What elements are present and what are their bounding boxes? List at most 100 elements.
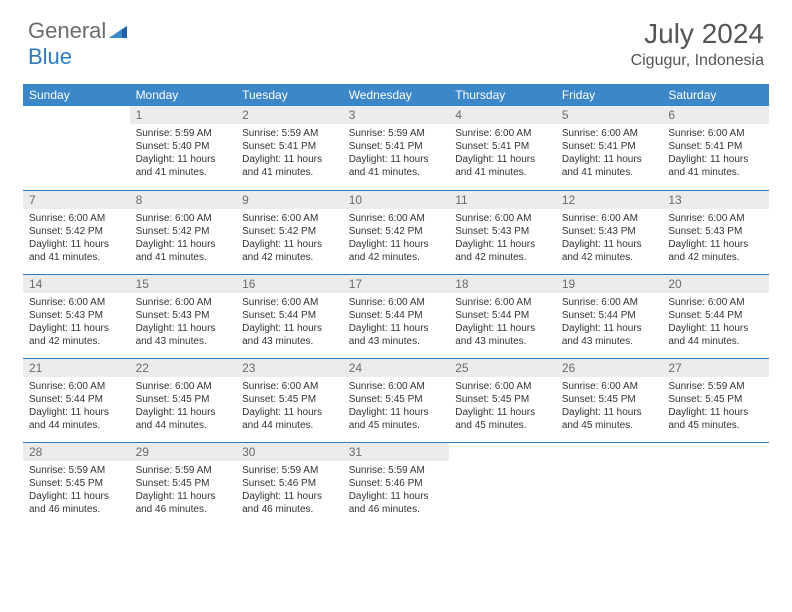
day-number: 7 bbox=[23, 190, 130, 209]
day-body: Sunrise: 6:00 AMSunset: 5:43 PMDaylight:… bbox=[130, 293, 237, 352]
calendar-cell: 19Sunrise: 6:00 AMSunset: 5:44 PMDayligh… bbox=[556, 274, 663, 358]
day-number: 21 bbox=[23, 358, 130, 377]
day-number bbox=[23, 106, 130, 110]
calendar-head: SundayMondayTuesdayWednesdayThursdayFrid… bbox=[23, 84, 769, 106]
day-number: 26 bbox=[556, 358, 663, 377]
calendar-body: 1Sunrise: 5:59 AMSunset: 5:40 PMDaylight… bbox=[23, 106, 769, 526]
day-number: 3 bbox=[343, 106, 450, 124]
day-body: Sunrise: 6:00 AMSunset: 5:43 PMDaylight:… bbox=[662, 209, 769, 268]
calendar-cell-empty bbox=[449, 442, 556, 526]
day-body: Sunrise: 5:59 AMSunset: 5:46 PMDaylight:… bbox=[236, 461, 343, 520]
day-body: Sunrise: 6:00 AMSunset: 5:41 PMDaylight:… bbox=[449, 124, 556, 183]
logo-text-general: General bbox=[28, 18, 106, 44]
calendar-row: 21Sunrise: 6:00 AMSunset: 5:44 PMDayligh… bbox=[23, 358, 769, 442]
calendar-cell: 28Sunrise: 5:59 AMSunset: 5:45 PMDayligh… bbox=[23, 442, 130, 526]
day-body: Sunrise: 5:59 AMSunset: 5:41 PMDaylight:… bbox=[343, 124, 450, 183]
day-body: Sunrise: 5:59 AMSunset: 5:46 PMDaylight:… bbox=[343, 461, 450, 520]
day-number: 23 bbox=[236, 358, 343, 377]
day-number: 9 bbox=[236, 190, 343, 209]
day-number: 27 bbox=[662, 358, 769, 377]
day-body: Sunrise: 6:00 AMSunset: 5:45 PMDaylight:… bbox=[236, 377, 343, 436]
calendar-cell: 2Sunrise: 5:59 AMSunset: 5:41 PMDaylight… bbox=[236, 106, 343, 190]
calendar-cell: 4Sunrise: 6:00 AMSunset: 5:41 PMDaylight… bbox=[449, 106, 556, 190]
logo: General bbox=[28, 18, 127, 44]
day-number: 5 bbox=[556, 106, 663, 124]
calendar-cell: 11Sunrise: 6:00 AMSunset: 5:43 PMDayligh… bbox=[449, 190, 556, 274]
calendar-cell: 24Sunrise: 6:00 AMSunset: 5:45 PMDayligh… bbox=[343, 358, 450, 442]
day-number: 31 bbox=[343, 442, 450, 461]
weekday-header: Tuesday bbox=[236, 84, 343, 106]
day-number: 18 bbox=[449, 274, 556, 293]
calendar-cell: 25Sunrise: 6:00 AMSunset: 5:45 PMDayligh… bbox=[449, 358, 556, 442]
day-body: Sunrise: 6:00 AMSunset: 5:44 PMDaylight:… bbox=[236, 293, 343, 352]
day-number: 29 bbox=[130, 442, 237, 461]
day-body: Sunrise: 6:00 AMSunset: 5:42 PMDaylight:… bbox=[130, 209, 237, 268]
calendar-cell: 7Sunrise: 6:00 AMSunset: 5:42 PMDaylight… bbox=[23, 190, 130, 274]
day-body: Sunrise: 6:00 AMSunset: 5:42 PMDaylight:… bbox=[236, 209, 343, 268]
day-number: 20 bbox=[662, 274, 769, 293]
calendar-cell: 17Sunrise: 6:00 AMSunset: 5:44 PMDayligh… bbox=[343, 274, 450, 358]
day-number: 15 bbox=[130, 274, 237, 293]
calendar-cell: 20Sunrise: 6:00 AMSunset: 5:44 PMDayligh… bbox=[662, 274, 769, 358]
calendar-cell: 30Sunrise: 5:59 AMSunset: 5:46 PMDayligh… bbox=[236, 442, 343, 526]
calendar-cell: 13Sunrise: 6:00 AMSunset: 5:43 PMDayligh… bbox=[662, 190, 769, 274]
day-body: Sunrise: 6:00 AMSunset: 5:41 PMDaylight:… bbox=[556, 124, 663, 183]
day-number: 4 bbox=[449, 106, 556, 124]
day-number: 25 bbox=[449, 358, 556, 377]
calendar-cell: 3Sunrise: 5:59 AMSunset: 5:41 PMDaylight… bbox=[343, 106, 450, 190]
day-body: Sunrise: 6:00 AMSunset: 5:42 PMDaylight:… bbox=[343, 209, 450, 268]
weekday-header: Wednesday bbox=[343, 84, 450, 106]
day-body: Sunrise: 6:00 AMSunset: 5:43 PMDaylight:… bbox=[449, 209, 556, 268]
day-number: 22 bbox=[130, 358, 237, 377]
calendar-cell: 27Sunrise: 5:59 AMSunset: 5:45 PMDayligh… bbox=[662, 358, 769, 442]
day-number: 2 bbox=[236, 106, 343, 124]
weekday-header: Sunday bbox=[23, 84, 130, 106]
day-number: 17 bbox=[343, 274, 450, 293]
calendar-cell: 10Sunrise: 6:00 AMSunset: 5:42 PMDayligh… bbox=[343, 190, 450, 274]
calendar-cell: 9Sunrise: 6:00 AMSunset: 5:42 PMDaylight… bbox=[236, 190, 343, 274]
calendar-cell: 14Sunrise: 6:00 AMSunset: 5:43 PMDayligh… bbox=[23, 274, 130, 358]
day-body: Sunrise: 6:00 AMSunset: 5:44 PMDaylight:… bbox=[556, 293, 663, 352]
day-number: 30 bbox=[236, 442, 343, 461]
calendar-cell: 5Sunrise: 6:00 AMSunset: 5:41 PMDaylight… bbox=[556, 106, 663, 190]
logo-text-blue: Blue bbox=[28, 44, 72, 70]
calendar-cell-empty bbox=[23, 106, 130, 190]
calendar-cell: 31Sunrise: 5:59 AMSunset: 5:46 PMDayligh… bbox=[343, 442, 450, 526]
calendar-cell: 16Sunrise: 6:00 AMSunset: 5:44 PMDayligh… bbox=[236, 274, 343, 358]
day-body: Sunrise: 5:59 AMSunset: 5:45 PMDaylight:… bbox=[662, 377, 769, 436]
calendar-row: 28Sunrise: 5:59 AMSunset: 5:45 PMDayligh… bbox=[23, 442, 769, 526]
calendar-cell: 6Sunrise: 6:00 AMSunset: 5:41 PMDaylight… bbox=[662, 106, 769, 190]
logo-triangle-icon bbox=[109, 24, 127, 38]
day-number: 1 bbox=[130, 106, 237, 124]
calendar-cell: 12Sunrise: 6:00 AMSunset: 5:43 PMDayligh… bbox=[556, 190, 663, 274]
day-body: Sunrise: 6:00 AMSunset: 5:42 PMDaylight:… bbox=[23, 209, 130, 268]
calendar-row: 7Sunrise: 6:00 AMSunset: 5:42 PMDaylight… bbox=[23, 190, 769, 274]
calendar-cell: 26Sunrise: 6:00 AMSunset: 5:45 PMDayligh… bbox=[556, 358, 663, 442]
day-number bbox=[449, 442, 556, 447]
weekday-header: Saturday bbox=[662, 84, 769, 106]
weekday-header: Monday bbox=[130, 84, 237, 106]
day-number: 14 bbox=[23, 274, 130, 293]
day-body: Sunrise: 5:59 AMSunset: 5:40 PMDaylight:… bbox=[130, 124, 237, 183]
day-body: Sunrise: 6:00 AMSunset: 5:45 PMDaylight:… bbox=[449, 377, 556, 436]
day-number bbox=[662, 442, 769, 447]
month-title: July 2024 bbox=[631, 18, 764, 50]
calendar-cell-empty bbox=[662, 442, 769, 526]
calendar-cell: 8Sunrise: 6:00 AMSunset: 5:42 PMDaylight… bbox=[130, 190, 237, 274]
day-body: Sunrise: 6:00 AMSunset: 5:44 PMDaylight:… bbox=[662, 293, 769, 352]
day-body: Sunrise: 5:59 AMSunset: 5:41 PMDaylight:… bbox=[236, 124, 343, 183]
weekday-header: Friday bbox=[556, 84, 663, 106]
day-body: Sunrise: 5:59 AMSunset: 5:45 PMDaylight:… bbox=[130, 461, 237, 520]
day-number: 11 bbox=[449, 190, 556, 209]
day-body: Sunrise: 6:00 AMSunset: 5:44 PMDaylight:… bbox=[343, 293, 450, 352]
day-number: 13 bbox=[662, 190, 769, 209]
calendar-cell: 1Sunrise: 5:59 AMSunset: 5:40 PMDaylight… bbox=[130, 106, 237, 190]
calendar-cell: 29Sunrise: 5:59 AMSunset: 5:45 PMDayligh… bbox=[130, 442, 237, 526]
calendar-row: 14Sunrise: 6:00 AMSunset: 5:43 PMDayligh… bbox=[23, 274, 769, 358]
day-number: 28 bbox=[23, 442, 130, 461]
day-body: Sunrise: 6:00 AMSunset: 5:44 PMDaylight:… bbox=[449, 293, 556, 352]
calendar-cell: 23Sunrise: 6:00 AMSunset: 5:45 PMDayligh… bbox=[236, 358, 343, 442]
day-body: Sunrise: 5:59 AMSunset: 5:45 PMDaylight:… bbox=[23, 461, 130, 520]
calendar-cell: 22Sunrise: 6:00 AMSunset: 5:45 PMDayligh… bbox=[130, 358, 237, 442]
day-number: 19 bbox=[556, 274, 663, 293]
